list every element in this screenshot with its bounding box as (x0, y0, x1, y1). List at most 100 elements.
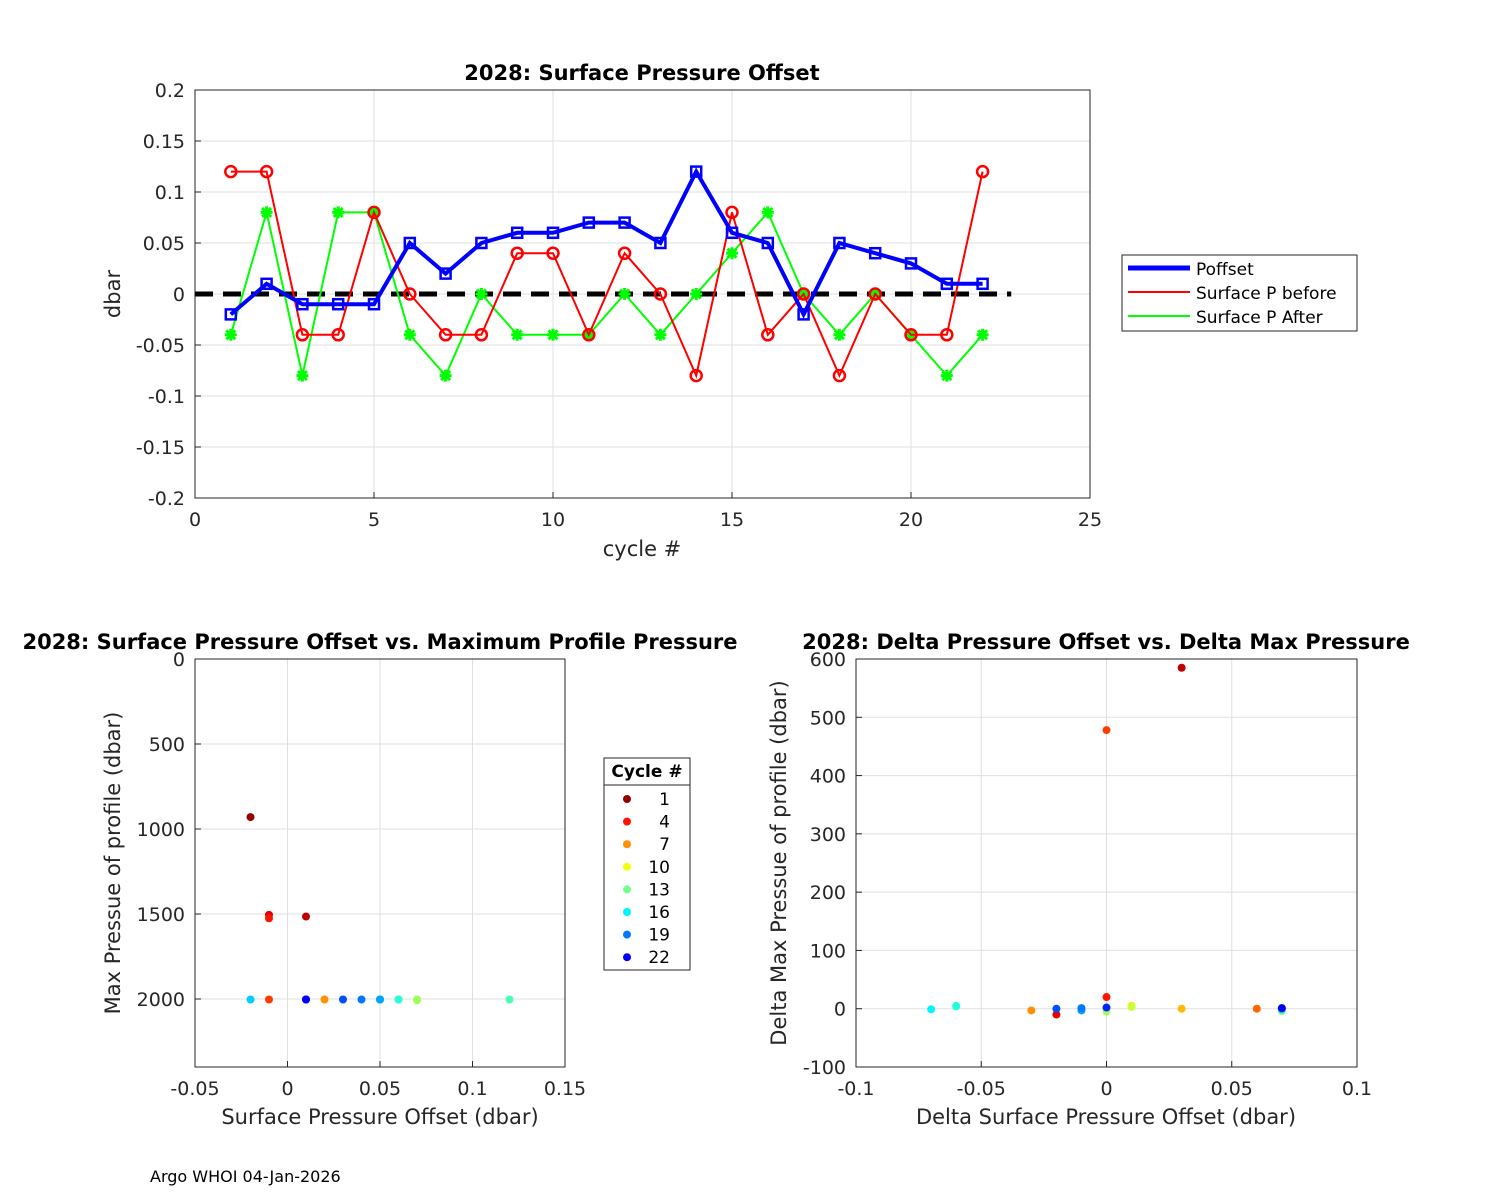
y-tick-label: -100 (803, 1057, 846, 1079)
cycle-legend-label: 10 (648, 858, 670, 878)
cycle-legend-label: 16 (648, 903, 670, 923)
y-tick-label: 0.15 (143, 131, 185, 153)
surface-p-before-point (617, 246, 632, 260)
offset-timeseries-ylabel: dbar (101, 270, 125, 319)
surface-p-after-point (654, 328, 667, 341)
x-tick-label: 0.05 (359, 1078, 401, 1100)
surface-p-before-point (367, 205, 381, 220)
scatter-point (1177, 663, 1186, 672)
y-tick-label: 0 (173, 284, 185, 306)
scatter-point (265, 995, 273, 1004)
surface-p-before-point (689, 368, 703, 383)
scatter-point (339, 995, 347, 1004)
scatter-point (413, 995, 421, 1004)
scatter-point (1177, 1004, 1186, 1013)
y-tick-label: 0.1 (155, 182, 185, 204)
poffset-point (797, 308, 810, 321)
y-tick-label: 400 (810, 766, 846, 788)
cycle-legend-label: 7 (659, 835, 670, 855)
surface-p-before-point (868, 287, 882, 301)
surface-p-before-point (403, 287, 417, 301)
delta-offset-xlabel: Delta Surface Pressure Offset (dbar) (916, 1105, 1296, 1129)
poffset-point (224, 308, 238, 321)
surface-p-before-point (224, 164, 238, 179)
poffset-point (510, 226, 524, 240)
surface-p-after-point (833, 328, 846, 341)
x-tick-label: 5 (368, 509, 380, 531)
scatter-point (302, 912, 310, 921)
offset-timeseries-xlabel: cycle # (603, 537, 682, 561)
cycle-legend-label: 4 (659, 813, 670, 833)
x-tick-label: -0.1 (837, 1078, 874, 1100)
offset-timeseries-marks (195, 164, 1012, 383)
y-tick-label: -0.2 (148, 488, 185, 510)
cycle-legend-marker (623, 862, 631, 871)
offset-timeseries-plot: 0 5 10 15 20 25 0.2 0.15 0.1 0.05 0 -0.05 -0.1 -0.15 -… (101, 61, 1102, 561)
scatter-point (1052, 1010, 1061, 1019)
cycle-legend-label: 13 (648, 880, 670, 900)
y-tick-label: -0.1 (148, 386, 185, 408)
y-tick-label: 200 (810, 882, 846, 904)
legend-poffset-label: Poffset (1196, 260, 1254, 280)
scatter-point (1102, 726, 1111, 735)
poffset-point (618, 216, 631, 229)
poffset-point (260, 277, 273, 291)
surface-p-before-point (474, 328, 489, 342)
y-tick-label: 500 (149, 734, 185, 756)
surface-p-before-point (940, 328, 954, 342)
scatter-point (376, 995, 384, 1004)
cycle-legend-marker (623, 930, 631, 939)
x-tick-label: 0 (1100, 1078, 1112, 1100)
scatter-point (1127, 1002, 1136, 1011)
offset-vs-maxpressure-ticks: -0.05 0 0.05 0.1 0.15 0 500 1000 1500 2000 (137, 649, 587, 1100)
scatter-point (952, 1002, 961, 1011)
poffset-point (439, 267, 452, 280)
y-tick-label: 300 (810, 824, 846, 846)
y-tick-label: 100 (810, 940, 846, 962)
poffset-point (833, 236, 846, 250)
offset-timeseries-legend: Poffset Surface P before Surface P After (1121, 254, 1358, 332)
surface-p-before-point (796, 287, 811, 301)
x-tick-label: 10 (541, 509, 565, 531)
offset-vs-maxpressure-ylabel: Max Pressue of profile (dbar) (101, 712, 125, 1015)
surface-p-before-point (259, 164, 274, 179)
surface-p-after-point (511, 328, 524, 341)
scatter-point (246, 995, 255, 1004)
scatter-point (505, 995, 514, 1004)
scatter-point (320, 995, 329, 1004)
y-tick-label: 1000 (137, 819, 185, 841)
offset-timeseries-title: 2028: Surface Pressure Offset (464, 61, 819, 85)
poffset-point (582, 216, 596, 229)
surface-p-after-point (439, 369, 452, 382)
cycle-legend-marker (623, 840, 631, 849)
x-tick-label: 15 (720, 509, 744, 531)
scatter-point (927, 1005, 936, 1014)
y-tick-label: 0 (834, 999, 846, 1021)
poffset-point (331, 297, 345, 311)
legend-before-label: Surface P before (1196, 284, 1337, 304)
surface-p-after-line (229, 210, 984, 378)
surface-p-before-point (975, 164, 990, 179)
footer-text: Argo WHOI 04-Jan-2026 (150, 1167, 341, 1186)
surface-p-after-point (332, 206, 345, 219)
offset-vs-maxpressure-xlabel: Surface Pressure Offset (dbar) (221, 1105, 538, 1129)
cycle-legend-marker (623, 908, 631, 916)
x-tick-label: 20 (899, 509, 923, 531)
surface-p-before-point (653, 287, 668, 301)
y-tick-label: -0.15 (136, 437, 185, 459)
surface-p-after-point (726, 247, 738, 260)
poffset-point (367, 297, 381, 311)
scatter-point (1252, 1004, 1261, 1013)
y-tick-label: 1500 (137, 904, 185, 926)
poffset-line (229, 167, 983, 319)
cycle-legend-label: 1 (659, 790, 670, 810)
poffset-point (976, 277, 989, 291)
surface-p-before-point (546, 246, 560, 260)
poffset-point (868, 246, 882, 260)
delta-offset-ylabel: Delta Max Pressue of profile (dbar) (767, 680, 791, 1045)
surface-p-before-point (761, 328, 775, 342)
surface-p-after-point (260, 206, 273, 219)
scatter-point (1277, 1004, 1286, 1013)
